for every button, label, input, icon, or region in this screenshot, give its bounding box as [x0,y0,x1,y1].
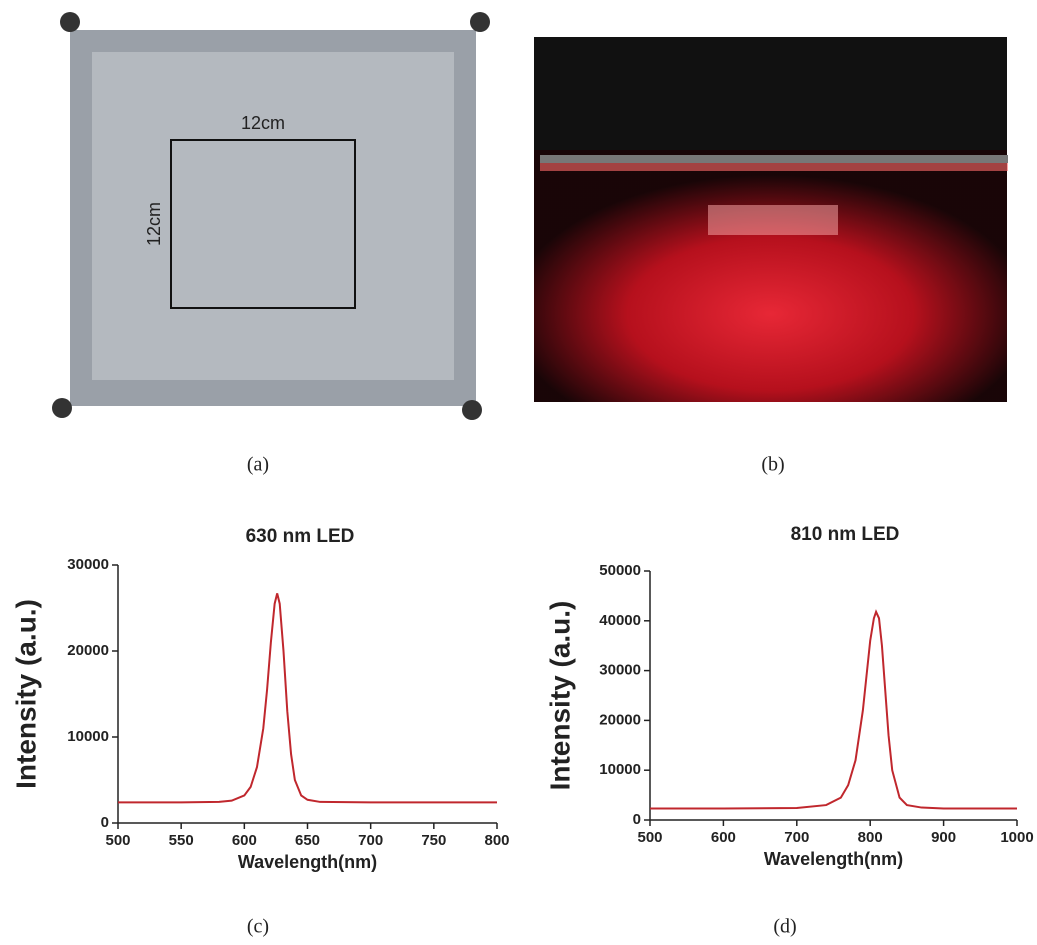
y-axis-label: Intensity (a.u.) [544,601,575,791]
x-axis-label: Wavelength(nm) [238,852,377,872]
x-tick-label: 500 [637,829,662,846]
x-tick-label: 550 [169,832,194,849]
corner-knob [470,12,490,32]
x-tick-label: 700 [358,832,383,849]
lamp-bar [540,155,1008,163]
x-tick-label: 800 [858,829,883,846]
x-tick-label: 600 [232,832,257,849]
measure-square [170,139,356,309]
spectrum-line [650,609,1017,810]
corner-knob [60,12,80,32]
x-tick-label: 600 [711,829,736,846]
panel-surface [92,52,454,380]
panel-label: (a) [247,454,269,476]
y-tick-label: 20000 [599,711,641,728]
y-tick-label: 0 [633,811,641,828]
panel-label: (d) [773,916,796,938]
y-tick-label: 0 [101,814,109,831]
height-label: 12cm [144,202,164,246]
y-tick-label: 30000 [599,662,641,679]
corner-knob [462,400,482,420]
x-tick-label: 700 [784,829,809,846]
x-tick-label: 650 [295,832,320,849]
y-tick-label: 50000 [599,562,641,579]
y-tick-label: 30000 [67,556,109,573]
spectrum-line [118,593,497,804]
panel-label: (c) [247,916,269,938]
y-tick-label: 10000 [599,761,641,778]
corner-knob [52,398,72,418]
y-tick-label: 10000 [67,728,109,745]
chart-title: 810 nm LED [791,524,900,545]
x-tick-label: 800 [484,832,509,849]
y-tick-label: 20000 [67,642,109,659]
chart-title: 630 nm LED [246,526,355,547]
well-plate [708,205,838,235]
x-axis-label: Wavelength(nm) [764,849,903,869]
x-tick-label: 900 [931,829,956,846]
photo-a: 12cm 12cm [52,12,490,420]
x-tick-label: 1000 [1000,829,1033,846]
photo-b [534,37,1008,402]
panel-label: (b) [761,454,784,476]
width-label: 12cm [241,113,285,133]
y-axis-label: Intensity (a.u.) [10,599,41,789]
y-tick-label: 40000 [599,612,641,629]
lamp-light [540,163,1008,171]
x-tick-label: 500 [105,832,130,849]
red-glow [534,150,1007,402]
x-tick-label: 750 [421,832,446,849]
